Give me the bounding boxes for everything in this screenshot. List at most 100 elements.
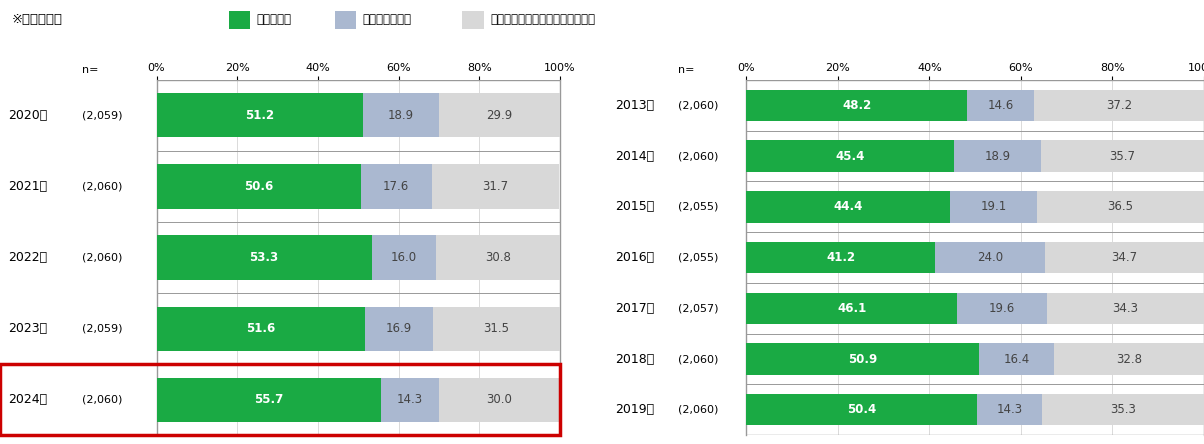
Bar	[432, 306, 560, 351]
Text: n=: n=	[82, 65, 99, 75]
Text: 18.9: 18.9	[985, 150, 1010, 163]
Text: どちらともいえない・わからない: どちらともいえない・わからない	[490, 13, 595, 27]
Bar	[1055, 343, 1204, 375]
Text: 17.6: 17.6	[383, 180, 409, 193]
Text: 18.9: 18.9	[388, 109, 414, 122]
Bar	[746, 140, 955, 172]
Text: (2,059): (2,059)	[82, 111, 123, 120]
Text: ※全体ベース: ※全体ベース	[12, 13, 63, 26]
Text: 2015年: 2015年	[614, 200, 654, 213]
Text: n=: n=	[678, 65, 695, 75]
Bar	[439, 377, 560, 422]
Text: 31.7: 31.7	[483, 180, 508, 193]
Text: 2013年: 2013年	[614, 99, 654, 112]
Text: 34.7: 34.7	[1111, 251, 1138, 264]
Bar	[157, 93, 364, 138]
Bar	[157, 377, 382, 422]
Text: 2022年: 2022年	[8, 251, 47, 264]
Text: 14.3: 14.3	[997, 403, 1023, 416]
Bar	[950, 191, 1037, 222]
Bar	[1034, 90, 1204, 121]
Text: (2,060): (2,060)	[678, 151, 719, 161]
Bar	[978, 394, 1043, 425]
Text: 53.3: 53.3	[249, 251, 278, 264]
Text: 30.8: 30.8	[485, 251, 510, 264]
Text: 利用したい: 利用したい	[256, 13, 291, 27]
Text: 30.0: 30.0	[486, 393, 512, 406]
Text: 31.5: 31.5	[483, 322, 509, 335]
Text: 46.1: 46.1	[837, 302, 867, 315]
Bar	[979, 343, 1055, 375]
Bar	[382, 377, 438, 422]
Text: (2,060): (2,060)	[82, 253, 123, 262]
Bar	[372, 235, 436, 280]
Text: 24.0: 24.0	[976, 251, 1003, 264]
Text: 2016年: 2016年	[614, 251, 654, 264]
Text: 29.9: 29.9	[486, 109, 513, 122]
Text: 19.6: 19.6	[990, 302, 1015, 315]
Text: 37.2: 37.2	[1105, 99, 1132, 112]
Text: (2,060): (2,060)	[82, 395, 123, 404]
Text: 2019年: 2019年	[614, 403, 654, 416]
Text: 14.3: 14.3	[397, 393, 423, 406]
Bar	[157, 164, 361, 209]
Bar	[746, 293, 957, 324]
Text: 50.9: 50.9	[849, 353, 878, 365]
Text: 55.7: 55.7	[254, 393, 283, 406]
Bar	[746, 343, 979, 375]
Bar	[364, 93, 439, 138]
Text: 45.4: 45.4	[836, 150, 864, 163]
Bar	[1043, 394, 1204, 425]
Bar	[1047, 293, 1204, 324]
Bar	[936, 242, 1045, 273]
Text: 19.1: 19.1	[980, 200, 1007, 213]
Bar	[157, 235, 372, 280]
Text: 44.4: 44.4	[833, 200, 863, 213]
Text: 2018年: 2018年	[614, 353, 654, 365]
Bar	[365, 306, 432, 351]
Bar	[746, 394, 978, 425]
Text: (2,055): (2,055)	[678, 202, 719, 212]
Text: 36.5: 36.5	[1108, 200, 1133, 213]
Bar	[967, 90, 1034, 121]
Text: 2021年: 2021年	[8, 180, 47, 193]
Text: (2,055): (2,055)	[678, 253, 719, 262]
Text: 34.3: 34.3	[1112, 302, 1139, 315]
Bar	[361, 164, 431, 209]
Text: 14.6: 14.6	[987, 99, 1014, 112]
Text: 2014年: 2014年	[614, 150, 654, 163]
Text: 50.4: 50.4	[848, 403, 877, 416]
Text: 16.9: 16.9	[385, 322, 412, 335]
Text: 2017年: 2017年	[614, 302, 654, 315]
Text: (2,060): (2,060)	[678, 354, 719, 364]
Bar	[955, 140, 1040, 172]
Bar	[1045, 242, 1204, 273]
Text: 16.4: 16.4	[1004, 353, 1029, 365]
Text: 51.2: 51.2	[246, 109, 275, 122]
Bar	[431, 164, 560, 209]
Text: 35.3: 35.3	[1110, 403, 1137, 416]
Text: (2,057): (2,057)	[678, 303, 719, 313]
Text: 41.2: 41.2	[826, 251, 855, 264]
Text: 32.8: 32.8	[1116, 353, 1143, 365]
Text: 2024年: 2024年	[8, 393, 47, 406]
Bar	[439, 93, 560, 138]
Text: 16.0: 16.0	[391, 251, 417, 264]
Bar	[1040, 140, 1204, 172]
Text: 51.6: 51.6	[246, 322, 276, 335]
Text: (2,060): (2,060)	[678, 100, 719, 110]
Text: (2,059): (2,059)	[82, 324, 123, 333]
Bar	[746, 191, 950, 222]
Bar	[957, 293, 1047, 324]
Bar	[436, 235, 560, 280]
Bar	[1037, 191, 1204, 222]
Bar	[746, 90, 967, 121]
Bar	[746, 242, 936, 273]
Text: 2020年: 2020年	[8, 109, 47, 122]
Text: 35.7: 35.7	[1109, 150, 1135, 163]
Text: (2,060): (2,060)	[678, 405, 719, 415]
Text: (2,060): (2,060)	[82, 182, 123, 191]
Text: 48.2: 48.2	[842, 99, 872, 112]
Text: 2023年: 2023年	[8, 322, 47, 335]
Text: 50.6: 50.6	[244, 180, 273, 193]
